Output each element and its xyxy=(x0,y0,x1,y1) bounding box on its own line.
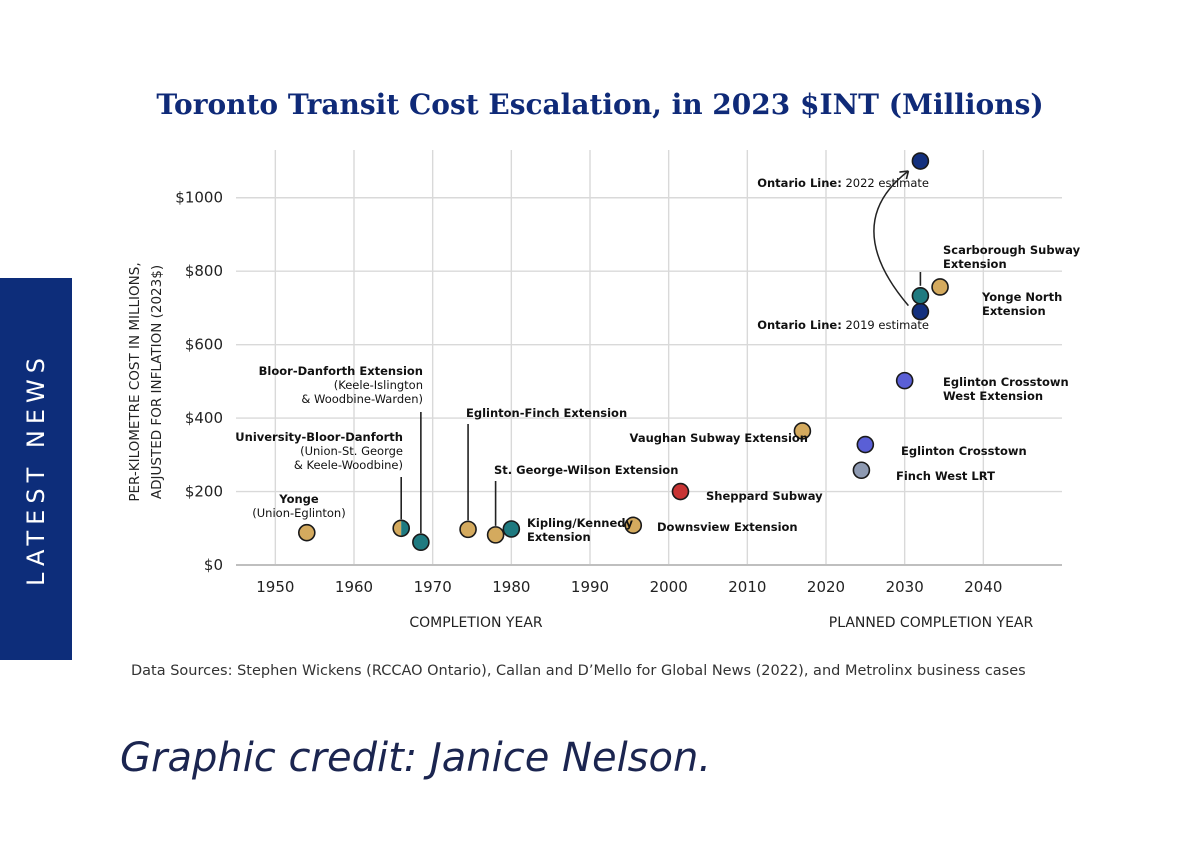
point-university-bloor-danforth xyxy=(392,519,411,538)
label-ontario-line-2022: Ontario Line: 2022 estimate xyxy=(757,176,929,190)
label-finch-west-lrt: Finch West LRT xyxy=(896,469,995,483)
x-axis-label-right: PLANNED COMPLETION YEAR xyxy=(829,615,1034,631)
label-kipling-kennedy-extension: Kipling/Kennedy xyxy=(527,516,634,530)
point-ontario-line-2022 xyxy=(911,152,930,170)
y-tick-label: $200 xyxy=(185,483,223,501)
point-eglinton-finch-extension xyxy=(459,520,477,539)
point-yonge-north-extension xyxy=(931,278,949,296)
x-tick-label: 1990 xyxy=(571,578,609,596)
x-tick-label: 2000 xyxy=(650,578,688,596)
y-tick-label: $400 xyxy=(185,409,223,427)
label-eglinton-crosstown: Eglinton Crosstown xyxy=(901,444,1027,458)
x-axis-label-left: COMPLETION YEAR xyxy=(409,615,543,631)
point-kipling-kennedy-extension xyxy=(502,520,521,538)
label-university-bloor-danforth: (Union-St. George xyxy=(300,444,403,458)
estimate-arrowhead xyxy=(899,170,910,180)
y-tick-label: $600 xyxy=(185,336,223,354)
y-tick-label: $0 xyxy=(204,556,223,574)
label-eglinton-crosstown-west-extension: Eglinton Crosstown xyxy=(943,375,1069,389)
label-bloor-danforth-extension: (Keele-Islington xyxy=(334,378,423,392)
point-downsview-extension xyxy=(624,516,643,535)
point-sheppard-subway xyxy=(671,482,690,501)
label-bloor-danforth-extension: & Woodbine-Warden) xyxy=(301,392,423,406)
label-eglinton-crosstown-west-extension: West Extension xyxy=(943,389,1043,403)
point-st-george-wilson-extension xyxy=(486,526,505,544)
data-sources-note: Data Sources: Stephen Wickens (RCCAO Ont… xyxy=(131,663,1026,679)
point-eglinton-crosstown-west-extension xyxy=(895,371,914,390)
label-eglinton-finch-extension: Eglinton-Finch Extension xyxy=(466,406,627,420)
label-bloor-danforth-extension: Bloor-Danforth Extension xyxy=(259,364,423,378)
y-axis-label: PER-KILOMETRE COST IN MILLIONS, xyxy=(127,262,143,501)
x-tick-label: 2010 xyxy=(728,578,766,596)
point-finch-west-lrt xyxy=(852,461,871,480)
graphic-credit: Graphic credit: Janice Nelson. xyxy=(120,735,712,781)
x-tick-label: 1950 xyxy=(256,578,294,596)
estimate-arrow xyxy=(873,170,909,307)
label-st-george-wilson-extension: St. George-Wilson Extension xyxy=(494,463,678,477)
x-tick-label: 2020 xyxy=(807,578,845,596)
point-scarborough-subway-extension xyxy=(911,287,930,305)
label-vaughan-subway-extension: Vaughan Subway Extension xyxy=(630,431,808,445)
label-university-bloor-danforth: & Keele-Woodbine) xyxy=(294,458,403,472)
x-tick-label: 2040 xyxy=(964,578,1002,596)
label-yonge-north-extension: Yonge North xyxy=(981,290,1062,304)
point-yonge xyxy=(297,523,316,542)
label-yonge: Yonge xyxy=(278,492,319,506)
x-tick-label: 1970 xyxy=(414,578,452,596)
x-tick-label: 1960 xyxy=(335,578,373,596)
label-university-bloor-danforth: University-Bloor-Danforth xyxy=(235,430,403,444)
label-yonge: (Union-Eglinton) xyxy=(252,506,345,520)
label-kipling-kennedy-extension: Extension xyxy=(527,530,591,544)
point-eglinton-crosstown xyxy=(856,435,875,454)
x-tick-label: 1980 xyxy=(492,578,530,596)
chart: 1950 1960 1970 1980 1990 2000 2010 2020 2030 2040… xyxy=(127,150,1081,631)
label-scarborough-subway-extension: Scarborough Subway xyxy=(943,243,1081,257)
label-scarborough-subway-extension: Extension xyxy=(943,257,1007,271)
point-vaughan-subway-extension xyxy=(793,422,812,440)
label-ontario-line-2019: Ontario Line: 2019 estimate xyxy=(757,318,929,332)
y-tick-label: $1000 xyxy=(175,189,223,207)
y-tick-label: $800 xyxy=(185,262,223,280)
label-downsview-extension: Downsview Extension xyxy=(657,520,798,534)
point-bloor-danforth-extension xyxy=(412,533,430,552)
chart-title: Toronto Transit Cost Escalation, in 2023… xyxy=(156,88,1044,121)
y-axis-label: ADJUSTED FOR INFLATION (2023$) xyxy=(149,265,165,499)
label-yonge-north-extension: Extension xyxy=(982,304,1046,318)
x-tick-label: 2030 xyxy=(886,578,924,596)
latest-news-tab[interactable]: LATEST NEWS xyxy=(0,278,72,660)
label-sheppard-subway: Sheppard Subway xyxy=(706,489,823,503)
